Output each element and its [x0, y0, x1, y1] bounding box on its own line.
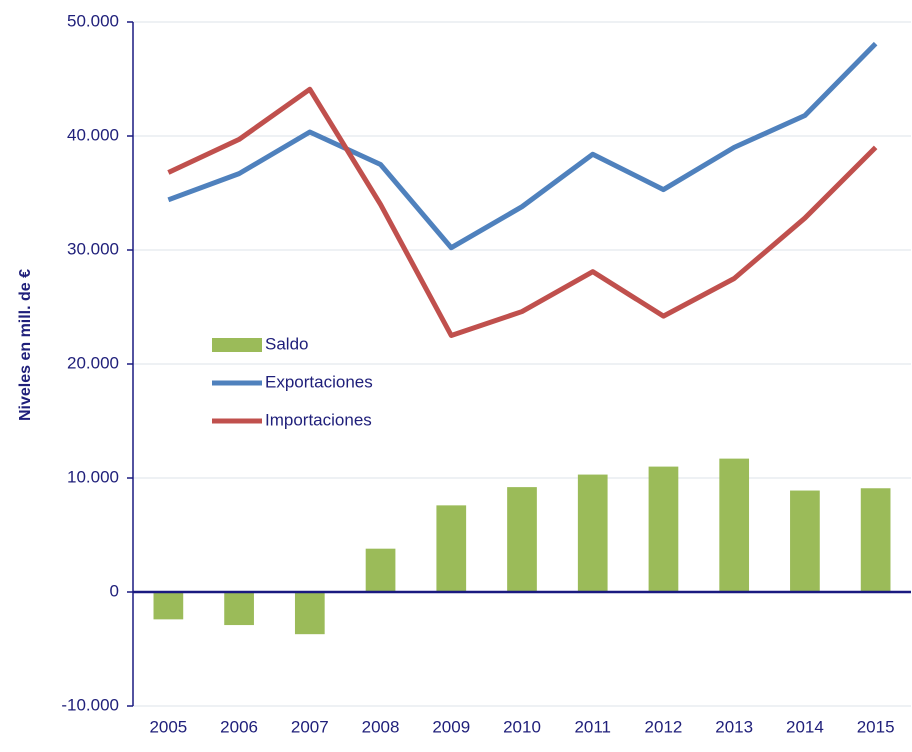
bar [365, 548, 396, 592]
y-axis-label: Niveles en mill. de € [17, 269, 34, 421]
x-tick-label: 2014 [786, 717, 824, 736]
x-tick-label: 2013 [715, 717, 753, 736]
legend-label: Importaciones [265, 410, 372, 429]
bar [224, 592, 254, 626]
legend-label: Exportaciones [265, 372, 373, 391]
y-tick-label: 50.000 [67, 11, 119, 30]
x-tick-label: 2010 [503, 717, 541, 736]
legend-label: Saldo [265, 334, 308, 353]
x-tick-label: 2007 [291, 717, 329, 736]
bar [436, 505, 467, 592]
x-tick-label: 2005 [149, 717, 187, 736]
bar [577, 474, 608, 592]
y-tick-label: 20.000 [67, 353, 119, 372]
y-tick-label: -10.000 [61, 695, 119, 714]
x-tick-label: 2011 [574, 717, 611, 736]
y-tick-label: 10.000 [67, 467, 119, 486]
line [167, 41, 878, 251]
x-tick-label: 2012 [645, 717, 683, 736]
line [167, 86, 878, 338]
y-tick-label: 40.000 [67, 125, 119, 144]
bar [294, 592, 325, 635]
x-tick-label: 2008 [362, 717, 400, 736]
bar [860, 488, 891, 592]
legend-swatch [212, 338, 262, 352]
bar [790, 490, 820, 592]
bar [507, 487, 537, 592]
bar [153, 592, 184, 620]
x-tick-label: 2006 [220, 717, 258, 736]
bar [719, 458, 750, 592]
bar [648, 466, 679, 592]
y-tick-label: 0 [110, 581, 119, 600]
x-tick-label: 2015 [857, 717, 895, 736]
x-tick-label: 2009 [432, 717, 470, 736]
y-tick-label: 30.000 [67, 239, 119, 258]
